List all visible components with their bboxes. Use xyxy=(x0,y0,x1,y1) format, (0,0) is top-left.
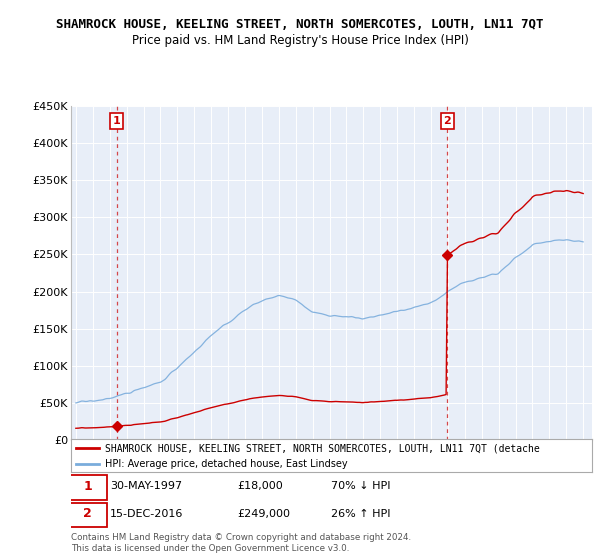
Text: SHAMROCK HOUSE, KEELING STREET, NORTH SOMERCOTES, LOUTH, LN11 7QT: SHAMROCK HOUSE, KEELING STREET, NORTH SO… xyxy=(56,18,544,31)
Text: SHAMROCK HOUSE, KEELING STREET, NORTH SOMERCOTES, LOUTH, LN11 7QT (detache: SHAMROCK HOUSE, KEELING STREET, NORTH SO… xyxy=(104,443,539,453)
Text: 1: 1 xyxy=(83,480,92,493)
Text: £249,000: £249,000 xyxy=(238,509,290,519)
Text: 26% ↑ HPI: 26% ↑ HPI xyxy=(331,509,391,519)
Text: 15-DEC-2016: 15-DEC-2016 xyxy=(110,509,183,519)
Text: 70% ↓ HPI: 70% ↓ HPI xyxy=(331,482,391,491)
Text: 1: 1 xyxy=(113,116,121,126)
Text: £18,000: £18,000 xyxy=(238,482,283,491)
Text: 30-MAY-1997: 30-MAY-1997 xyxy=(110,482,182,491)
FancyBboxPatch shape xyxy=(68,475,107,500)
Text: 2: 2 xyxy=(443,116,451,126)
Text: HPI: Average price, detached house, East Lindsey: HPI: Average price, detached house, East… xyxy=(104,459,347,469)
Text: Price paid vs. HM Land Registry's House Price Index (HPI): Price paid vs. HM Land Registry's House … xyxy=(131,34,469,46)
Text: 2: 2 xyxy=(83,507,92,520)
Text: Contains HM Land Registry data © Crown copyright and database right 2024.
This d: Contains HM Land Registry data © Crown c… xyxy=(71,533,411,553)
FancyBboxPatch shape xyxy=(68,503,107,527)
